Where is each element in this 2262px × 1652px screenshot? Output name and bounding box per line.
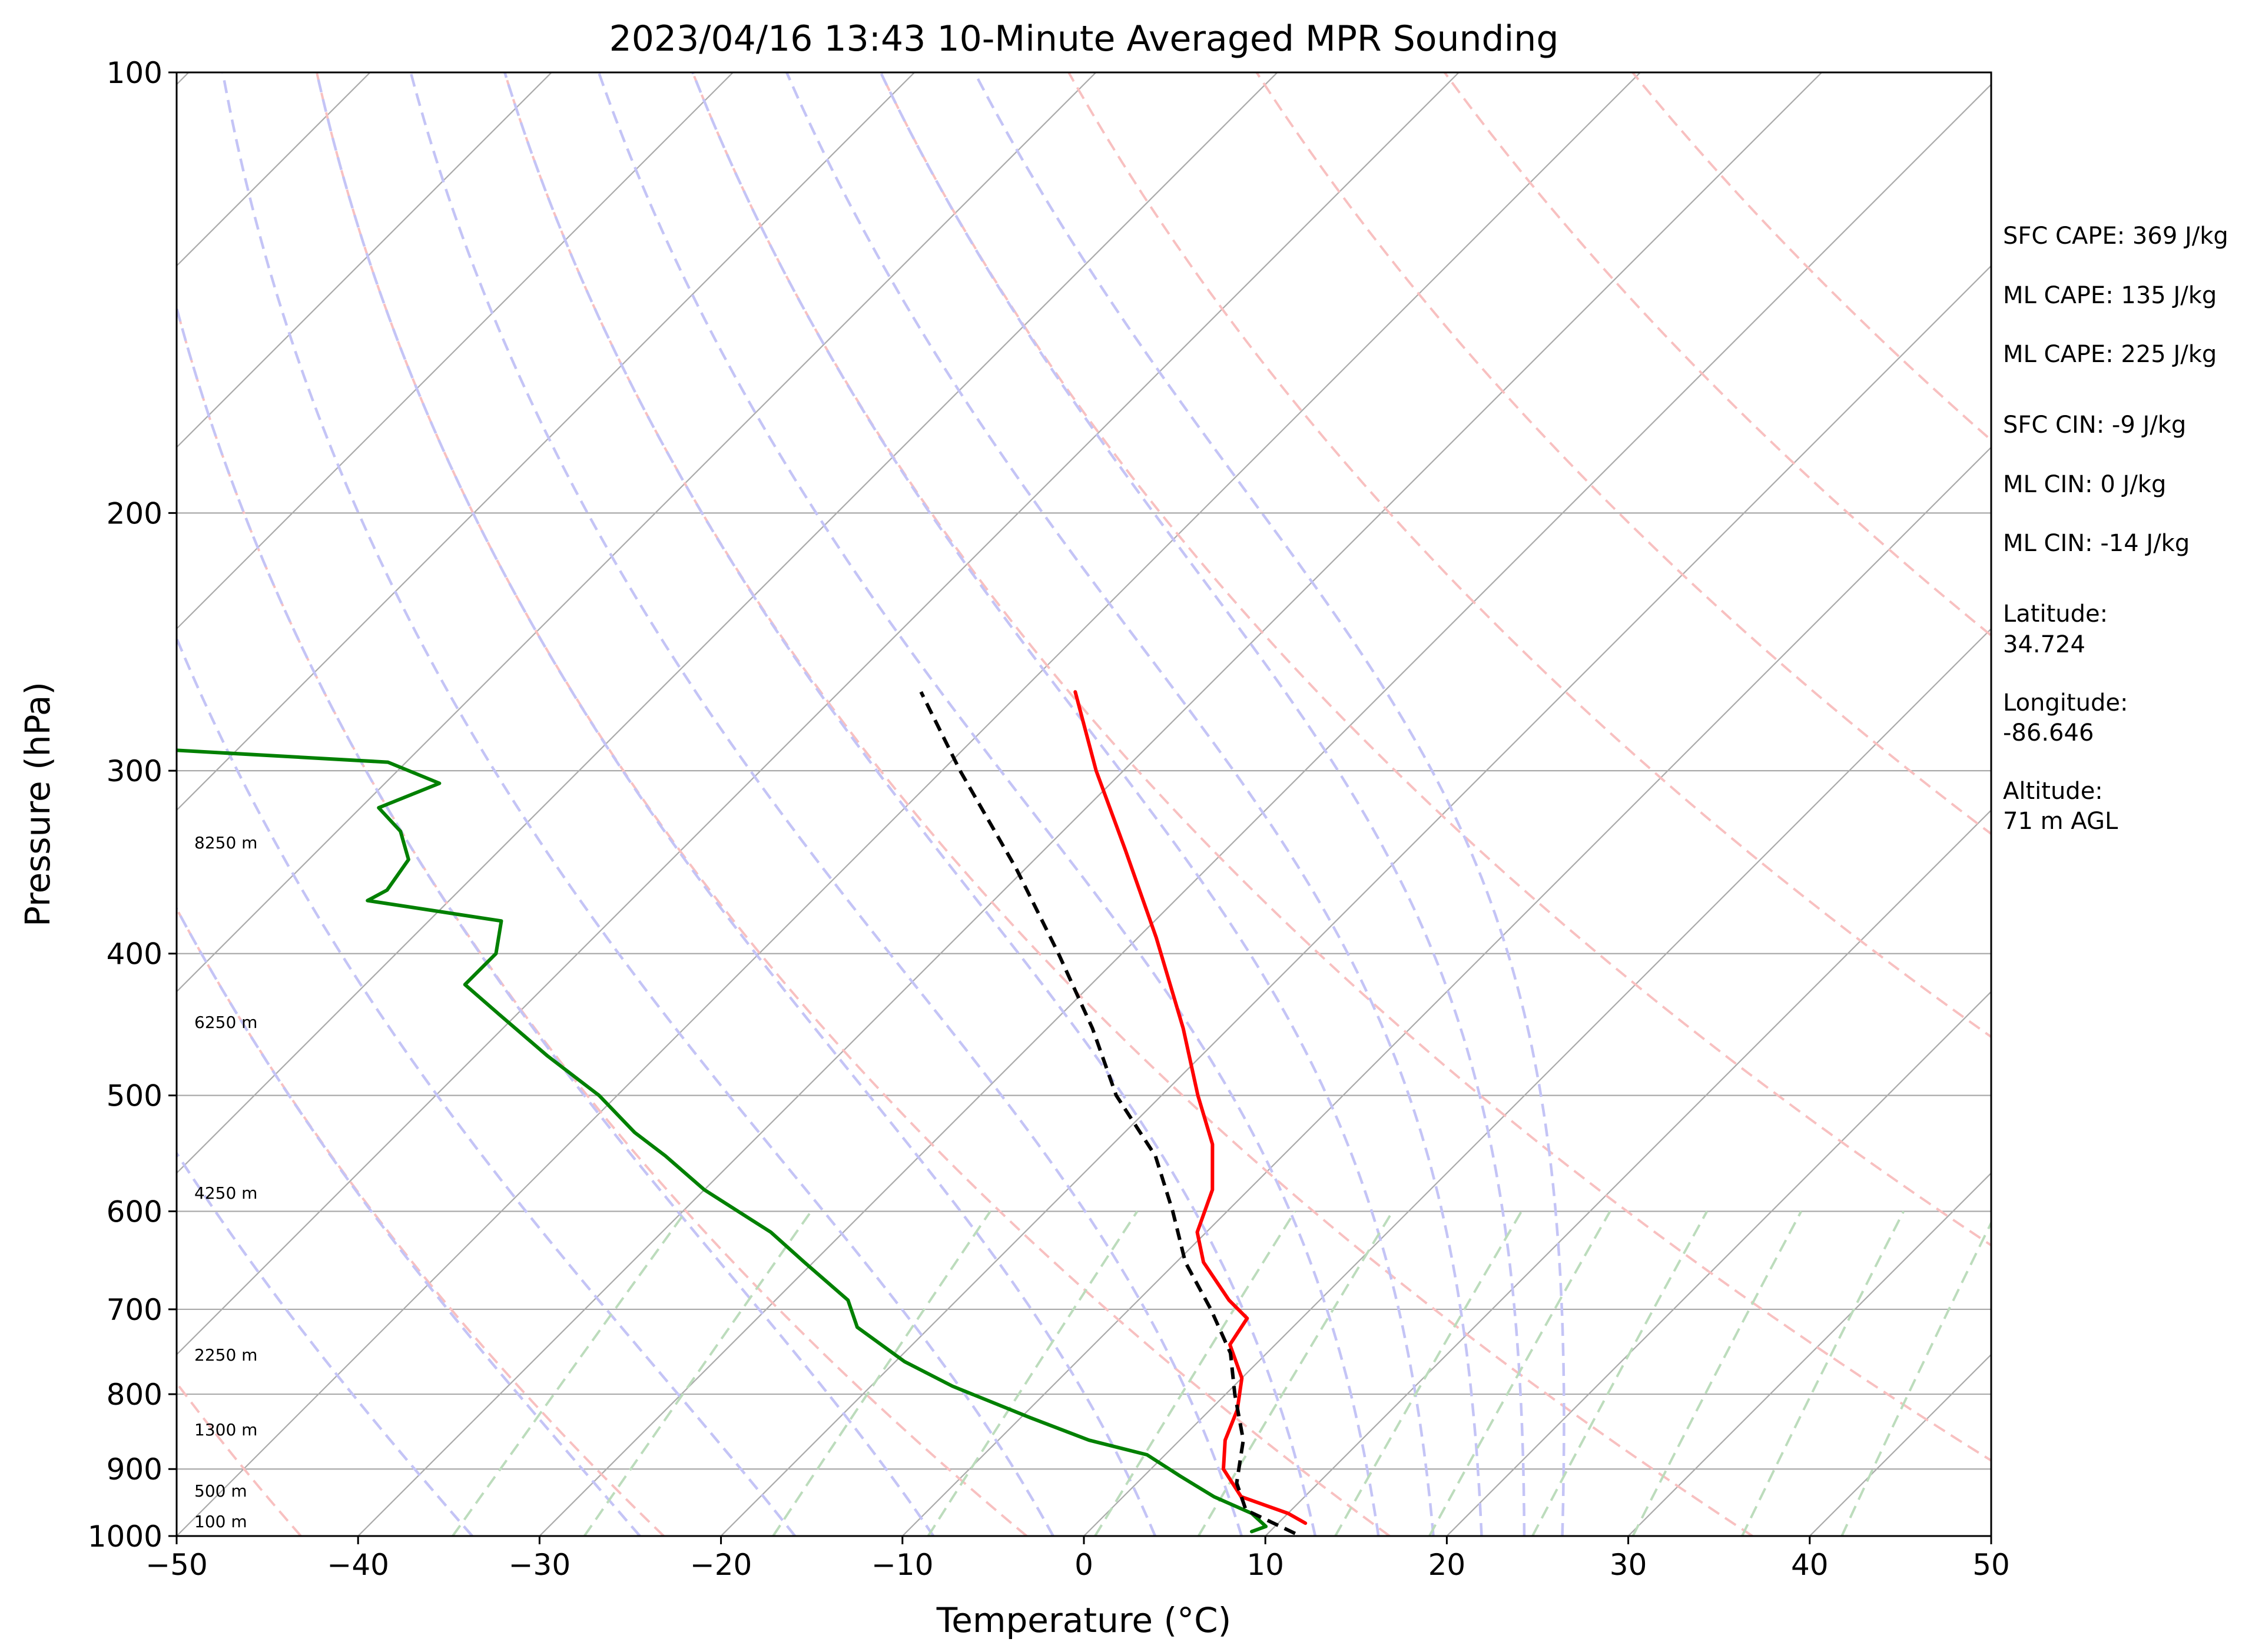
background-lines bbox=[0, 72, 1991, 1536]
y-tick-label: 600 bbox=[107, 1195, 162, 1229]
info-panel: SFC CAPE: 369 J/kg ML CAPE: 135 J/kg ML … bbox=[2003, 223, 2228, 835]
moist-adiabat bbox=[785, 72, 1483, 1536]
y-axis: 100 200 300 400 500 600 700 800 900 1000 bbox=[88, 56, 177, 1554]
dry-adiabat bbox=[879, 72, 1991, 1247]
mixing-ratio-line bbox=[1094, 1210, 1296, 1536]
temperature-line bbox=[1073, 690, 1308, 1525]
plot-background bbox=[177, 72, 1991, 1536]
moist-adiabat bbox=[503, 72, 1317, 1536]
mixing-ratio-line bbox=[1428, 1210, 1611, 1536]
y-tick-label: 100 bbox=[107, 56, 162, 90]
isotherm bbox=[177, 72, 552, 449]
isotherm bbox=[539, 83, 1991, 1536]
longitude-label: Longitude: bbox=[2003, 689, 2128, 716]
data-series bbox=[177, 690, 1308, 1535]
x-tick-label: −30 bbox=[509, 1548, 571, 1582]
longitude-value: -86.646 bbox=[2003, 719, 2094, 747]
ml-cin-text-2: ML CIN: -14 J/kg bbox=[2003, 530, 2190, 557]
ml-cape-text: ML CAPE: 135 J/kg bbox=[2003, 282, 2217, 309]
height-labels: 8250 m 6250 m 4250 m 2250 m 1300 m 500 m 100 m bbox=[194, 833, 257, 1531]
mixing-ratio-line bbox=[1741, 1210, 1905, 1536]
isotherm bbox=[720, 265, 1991, 1536]
altitude-value: 71 m AGL bbox=[2003, 808, 2118, 835]
height-label: 1300 m bbox=[194, 1420, 257, 1439]
y-tick-label: 800 bbox=[107, 1378, 162, 1412]
x-tick-label: −20 bbox=[690, 1548, 752, 1582]
y-tick-label: 1000 bbox=[88, 1520, 162, 1554]
mixing-ratio-line bbox=[927, 1210, 1139, 1536]
parcel-profile-line bbox=[919, 691, 1296, 1535]
height-label: 4250 m bbox=[194, 1183, 257, 1203]
x-tick-label: −50 bbox=[145, 1548, 208, 1582]
moist-adiabat bbox=[177, 303, 935, 1536]
height-label: 2250 m bbox=[194, 1345, 257, 1365]
y-tick-label: 300 bbox=[107, 754, 162, 788]
x-tick-label: 10 bbox=[1246, 1548, 1284, 1582]
y-tick-label: 500 bbox=[107, 1079, 162, 1113]
isotherm bbox=[177, 72, 734, 630]
dry-adiabat bbox=[1255, 72, 1991, 835]
isotherm bbox=[177, 72, 915, 811]
y-tick-label: 900 bbox=[107, 1452, 162, 1487]
isotherm bbox=[0, 72, 7, 1536]
isotherm bbox=[177, 72, 1097, 993]
moist-adiabat bbox=[315, 72, 1157, 1536]
height-label: 8250 m bbox=[194, 833, 257, 852]
dry-adiabat bbox=[503, 72, 1753, 1536]
y-tick-label: 400 bbox=[107, 937, 162, 971]
mixing-ratio-line bbox=[1840, 1220, 1991, 1536]
mixing-ratio-line bbox=[1197, 1210, 1394, 1536]
mixing-ratio-line bbox=[583, 1210, 812, 1536]
altitude-label: Altitude: bbox=[2003, 778, 2103, 805]
moist-adiabat bbox=[879, 72, 1526, 1536]
chart-title: 2023/04/16 13:43 10-Minute Averaged MPR … bbox=[609, 18, 1559, 59]
height-label: 100 m bbox=[194, 1512, 247, 1531]
moist-adiabat bbox=[221, 72, 1054, 1536]
mixing-ratio-line bbox=[1631, 1210, 1803, 1536]
x-axis-label: Temperature (°C) bbox=[936, 1600, 1232, 1640]
sfc-cin-text: SFC CIN: -9 J/kg bbox=[2003, 412, 2186, 439]
ml-cin-text: ML CIN: 0 J/kg bbox=[2003, 471, 2166, 498]
isotherm bbox=[1627, 1172, 1991, 1536]
dry-adiabat bbox=[1443, 72, 1991, 637]
y-tick-label: 700 bbox=[107, 1293, 162, 1327]
mixing-ratio-line bbox=[772, 1210, 991, 1536]
x-axis: −50 −40 −30 −20 −10 0 10 20 30 40 50 bbox=[145, 1536, 2010, 1582]
isotherm bbox=[177, 72, 1278, 1175]
sfc-cape-text: SFC CAPE: 369 J/kg bbox=[2003, 223, 2228, 250]
mixing-ratio-line bbox=[1531, 1210, 1709, 1536]
isotherm bbox=[902, 446, 1991, 1536]
y-axis-label: Pressure (hPa) bbox=[18, 682, 58, 927]
dry-adiabat bbox=[316, 72, 1391, 1536]
x-tick-label: −10 bbox=[871, 1548, 934, 1582]
x-tick-label: 30 bbox=[1610, 1548, 1647, 1582]
isotherm bbox=[1083, 628, 1991, 1536]
ml-cape-text-2: ML CAPE: 225 J/kg bbox=[2003, 341, 2217, 368]
moist-adiabat bbox=[177, 635, 797, 1536]
x-tick-label: −40 bbox=[327, 1548, 389, 1582]
dry-adiabat bbox=[1067, 72, 1991, 1039]
isotherm bbox=[1265, 809, 1991, 1536]
moist-adiabat bbox=[973, 72, 1566, 1536]
isotherm bbox=[177, 72, 1460, 1356]
mixing-ratio-line bbox=[1334, 1210, 1523, 1536]
isotherm bbox=[357, 72, 1822, 1536]
latitude-label: Latitude: bbox=[2003, 601, 2108, 628]
x-tick-label: 0 bbox=[1074, 1548, 1093, 1582]
height-label: 500 m bbox=[194, 1481, 247, 1501]
x-tick-label: 50 bbox=[1972, 1548, 2010, 1582]
latitude-value: 34.724 bbox=[2003, 631, 2085, 658]
isotherm bbox=[1446, 990, 1991, 1536]
moist-adiabat bbox=[409, 72, 1243, 1536]
dewpoint-line bbox=[177, 748, 1268, 1534]
y-tick-label: 200 bbox=[107, 496, 162, 530]
x-tick-label: 40 bbox=[1791, 1548, 1829, 1582]
moist-adiabat bbox=[597, 72, 1380, 1536]
x-tick-label: 20 bbox=[1428, 1548, 1466, 1582]
moist-adiabat bbox=[691, 72, 1435, 1536]
height-label: 6250 m bbox=[194, 1013, 257, 1032]
